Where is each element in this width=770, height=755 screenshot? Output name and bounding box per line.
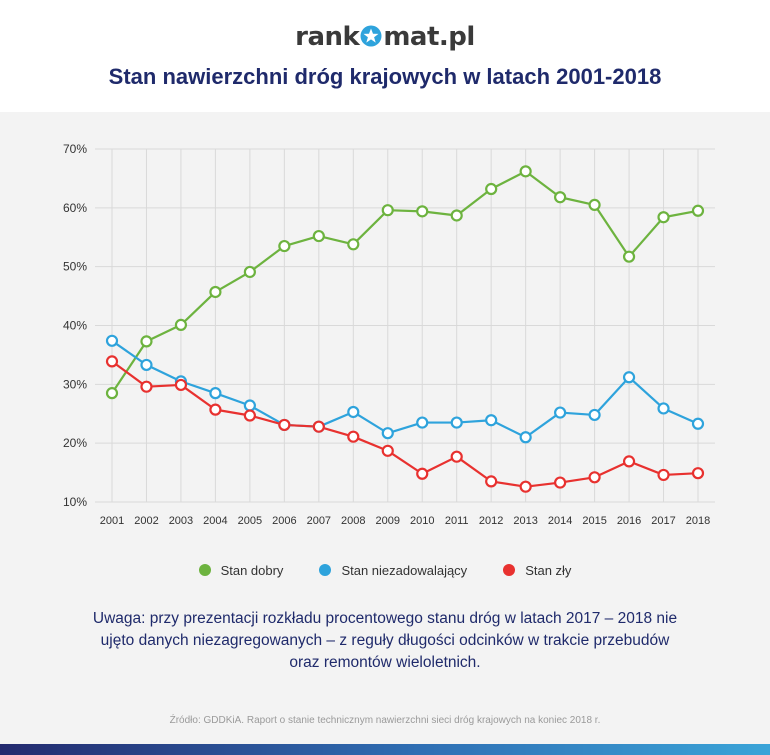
data-point-series-3 [174, 378, 188, 392]
data-point-series-1 [105, 387, 119, 400]
note-text: Uwaga: przy prezentacji rozkładu procent… [92, 610, 678, 671]
data-point-series-3 [519, 480, 532, 493]
data-point-series-2 [416, 416, 429, 429]
x-tick-label: 2018 [686, 515, 710, 527]
legend: Stan dobry Stan niezadowalający Stan zły [0, 560, 770, 580]
y-tick-label: 10% [63, 495, 87, 509]
data-point-series-3 [450, 450, 463, 463]
x-tick-label: 2003 [169, 515, 193, 527]
data-point-series-3 [622, 455, 636, 468]
x-tick-label: 2011 [445, 515, 469, 527]
x-tick-label: 2013 [513, 515, 537, 527]
data-point-series-1 [278, 239, 291, 253]
header [0, 0, 770, 112]
data-point-series-1 [347, 238, 360, 251]
x-tick-label: 2012 [479, 515, 503, 527]
data-point-series-1 [140, 335, 153, 348]
series-line-2 [111, 339, 699, 439]
y-tick-label: 70% [63, 142, 87, 156]
data-point-series-1 [691, 204, 705, 217]
legend-label: Stan niezadowalający [341, 562, 468, 578]
legend-label: Stan zły [525, 562, 572, 578]
y-tick-label: 30% [63, 377, 87, 391]
data-point-series-1 [657, 211, 670, 224]
legend-item-stan-zly: Stan zły [503, 560, 571, 580]
data-point-series-2 [209, 387, 222, 400]
logo: rank mat.pl [0, 22, 770, 52]
chart-title: Stan nawierzchni dróg krajowych w latach… [108, 64, 662, 89]
data-point-series-2 [450, 416, 463, 429]
data-point-series-2 [691, 417, 705, 430]
series-line-3 [111, 360, 699, 488]
legend-dot-red [503, 564, 516, 576]
data-point-series-3 [485, 475, 498, 488]
x-tick-label: 2005 [238, 515, 262, 527]
logo-text-left: rank [295, 22, 360, 52]
data-point-series-3 [278, 418, 291, 432]
y-tick-label: 50% [63, 260, 87, 274]
x-tick-label: 2015 [582, 515, 606, 527]
data-point-series-2 [485, 414, 498, 427]
data-point-series-1 [450, 209, 463, 222]
data-point-series-1 [209, 285, 222, 299]
x-tick-label: 2007 [307, 515, 331, 527]
legend-item-stan-dobry: Stan dobry [198, 560, 284, 580]
x-tick-label: 2010 [410, 515, 434, 527]
x-tick-label: 2008 [341, 515, 365, 527]
data-point-series-2 [657, 402, 670, 415]
data-point-series-1 [416, 205, 429, 218]
legend-item-stan-niezadowalajacy: Stan niezadowalający [319, 560, 467, 580]
x-tick-label: 2009 [376, 515, 400, 527]
data-point-series-2 [588, 408, 601, 422]
data-point-series-1 [588, 198, 601, 211]
x-tick-label: 2017 [651, 515, 675, 527]
star-icon [360, 25, 382, 47]
x-tick-label: 2006 [272, 515, 296, 527]
data-point-series-1 [485, 182, 498, 196]
data-point-series-1 [174, 318, 188, 332]
data-point-series-2 [105, 334, 119, 347]
data-point-series-1 [381, 204, 394, 217]
y-tick-label: 20% [63, 436, 87, 450]
bottom-bar [0, 744, 770, 755]
data-point-series-2 [381, 427, 394, 440]
data-point-series-3 [140, 380, 153, 393]
data-point-series-3 [312, 420, 325, 433]
x-tick-label: 2001 [100, 515, 124, 527]
y-tick-label: 60% [63, 201, 87, 215]
data-point-series-2 [554, 406, 567, 419]
line-chart: 10% 20% 30% 40% 50% 60% 70% 2001 2002 2003 2004 200… [63, 142, 715, 527]
data-point-series-1 [554, 191, 567, 204]
data-point-series-1 [622, 250, 636, 263]
legend-dot-green [198, 564, 211, 576]
data-point-series-3 [381, 444, 394, 457]
x-tick-label: 2014 [548, 515, 572, 527]
data-point-series-3 [243, 409, 256, 422]
data-point-series-1 [312, 229, 325, 243]
data-point-series-3 [588, 471, 601, 484]
data-point-series-3 [105, 355, 119, 368]
logo-text-right: mat.pl [383, 22, 475, 52]
x-tick-label: 2016 [617, 515, 641, 527]
data-point-series-1 [519, 165, 532, 178]
data-point-series-3 [554, 476, 567, 489]
data-point-series-2 [140, 358, 153, 372]
data-point-series-3 [416, 467, 429, 480]
data-point-series-2 [347, 405, 360, 419]
data-point-series-1 [243, 265, 256, 279]
data-point-series-3 [347, 430, 360, 443]
legend-label: Stan dobry [220, 562, 284, 578]
data-point-series-2 [622, 371, 636, 384]
source-text: Źródło: GDDKiA. Raport o stanie technicz… [169, 715, 601, 726]
series-line-1 [111, 170, 699, 394]
x-tick-label: 2004 [203, 515, 227, 527]
x-tick-label: 2002 [134, 515, 158, 527]
data-point-series-3 [657, 468, 670, 482]
data-point-series-3 [691, 467, 705, 480]
legend-dot-blue [319, 564, 332, 576]
y-tick-label: 40% [63, 319, 87, 333]
data-point-series-3 [209, 403, 222, 416]
data-point-series-2 [519, 431, 532, 444]
data-point-series-2 [243, 399, 256, 412]
